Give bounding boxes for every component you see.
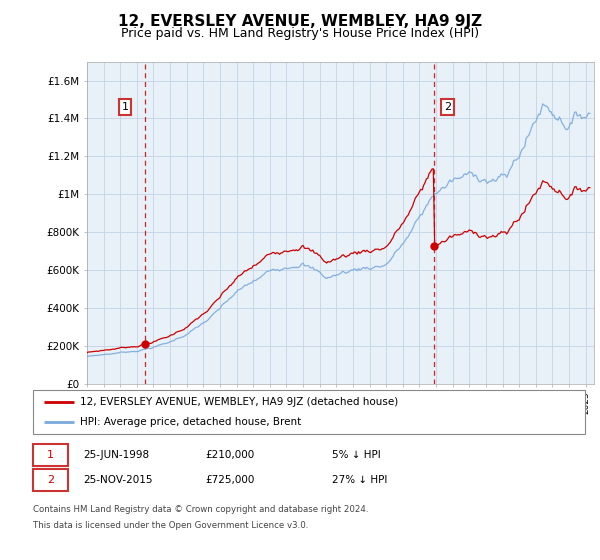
- Text: Price paid vs. HM Land Registry's House Price Index (HPI): Price paid vs. HM Land Registry's House …: [121, 27, 479, 40]
- Text: 5% ↓ HPI: 5% ↓ HPI: [332, 450, 380, 460]
- Text: 12, EVERSLEY AVENUE, WEMBLEY, HA9 9JZ: 12, EVERSLEY AVENUE, WEMBLEY, HA9 9JZ: [118, 14, 482, 29]
- Text: Contains HM Land Registry data © Crown copyright and database right 2024.: Contains HM Land Registry data © Crown c…: [33, 505, 368, 514]
- Text: 1: 1: [47, 450, 54, 460]
- Text: 1: 1: [121, 102, 128, 112]
- Text: £210,000: £210,000: [206, 450, 255, 460]
- Text: £725,000: £725,000: [206, 475, 255, 485]
- Text: 2: 2: [444, 102, 451, 112]
- Text: 25-JUN-1998: 25-JUN-1998: [83, 450, 149, 460]
- Text: 25-NOV-2015: 25-NOV-2015: [83, 475, 152, 485]
- Text: 27% ↓ HPI: 27% ↓ HPI: [332, 475, 387, 485]
- Text: 12, EVERSLEY AVENUE, WEMBLEY, HA9 9JZ (detached house): 12, EVERSLEY AVENUE, WEMBLEY, HA9 9JZ (d…: [80, 397, 398, 407]
- Text: This data is licensed under the Open Government Licence v3.0.: This data is licensed under the Open Gov…: [33, 521, 308, 530]
- Text: 2: 2: [47, 475, 54, 485]
- Text: HPI: Average price, detached house, Brent: HPI: Average price, detached house, Bren…: [80, 417, 301, 427]
